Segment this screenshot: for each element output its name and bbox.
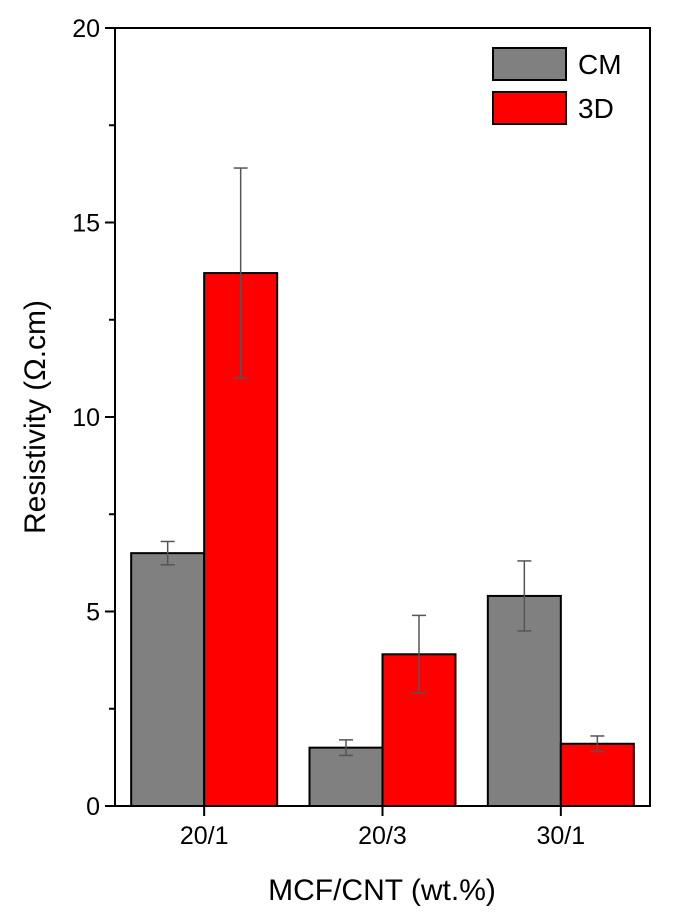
x-tick-label: 20/3 — [358, 822, 407, 850]
bar-cm-20-1 — [130, 552, 206, 808]
error-bar-cm-30-1 — [517, 560, 532, 632]
x-axis-title: MCF/CNT (wt.%) — [268, 874, 496, 907]
y-tick-label: 5 — [86, 599, 100, 627]
y-axis-title: Resistivity (Ω.cm) — [19, 300, 52, 534]
error-bars-layer — [160, 167, 605, 757]
legend-label-3d: 3D — [578, 93, 614, 124]
y-tick-label: 10 — [72, 404, 100, 432]
ticks-layer: 0 5 10 15 20 20/1 20/3 30/1 — [72, 15, 585, 850]
error-bar-3d-20-3 — [412, 614, 426, 694]
y-tick-label: 15 — [72, 210, 100, 238]
legend-swatch-3d — [492, 91, 567, 125]
error-bar-cm-20-1 — [160, 540, 175, 566]
error-bar-cm-20-3 — [339, 739, 353, 757]
bar-3d-30-1 — [559, 742, 635, 808]
legend: CM 3D — [492, 47, 622, 125]
legend-swatch-cm — [492, 47, 567, 81]
legend-label-cm: CM — [578, 49, 622, 80]
x-tick-label: 30/1 — [536, 822, 585, 850]
error-bar-3d-20-1 — [233, 167, 248, 379]
error-bar-3d-30-1 — [590, 735, 605, 753]
y-tick-label: 20 — [72, 15, 100, 43]
y-tick-label: 0 — [86, 793, 100, 821]
x-tick-label: 20/1 — [180, 822, 229, 850]
bars-layer — [130, 272, 635, 808]
bar-cm-20-3 — [308, 746, 384, 808]
